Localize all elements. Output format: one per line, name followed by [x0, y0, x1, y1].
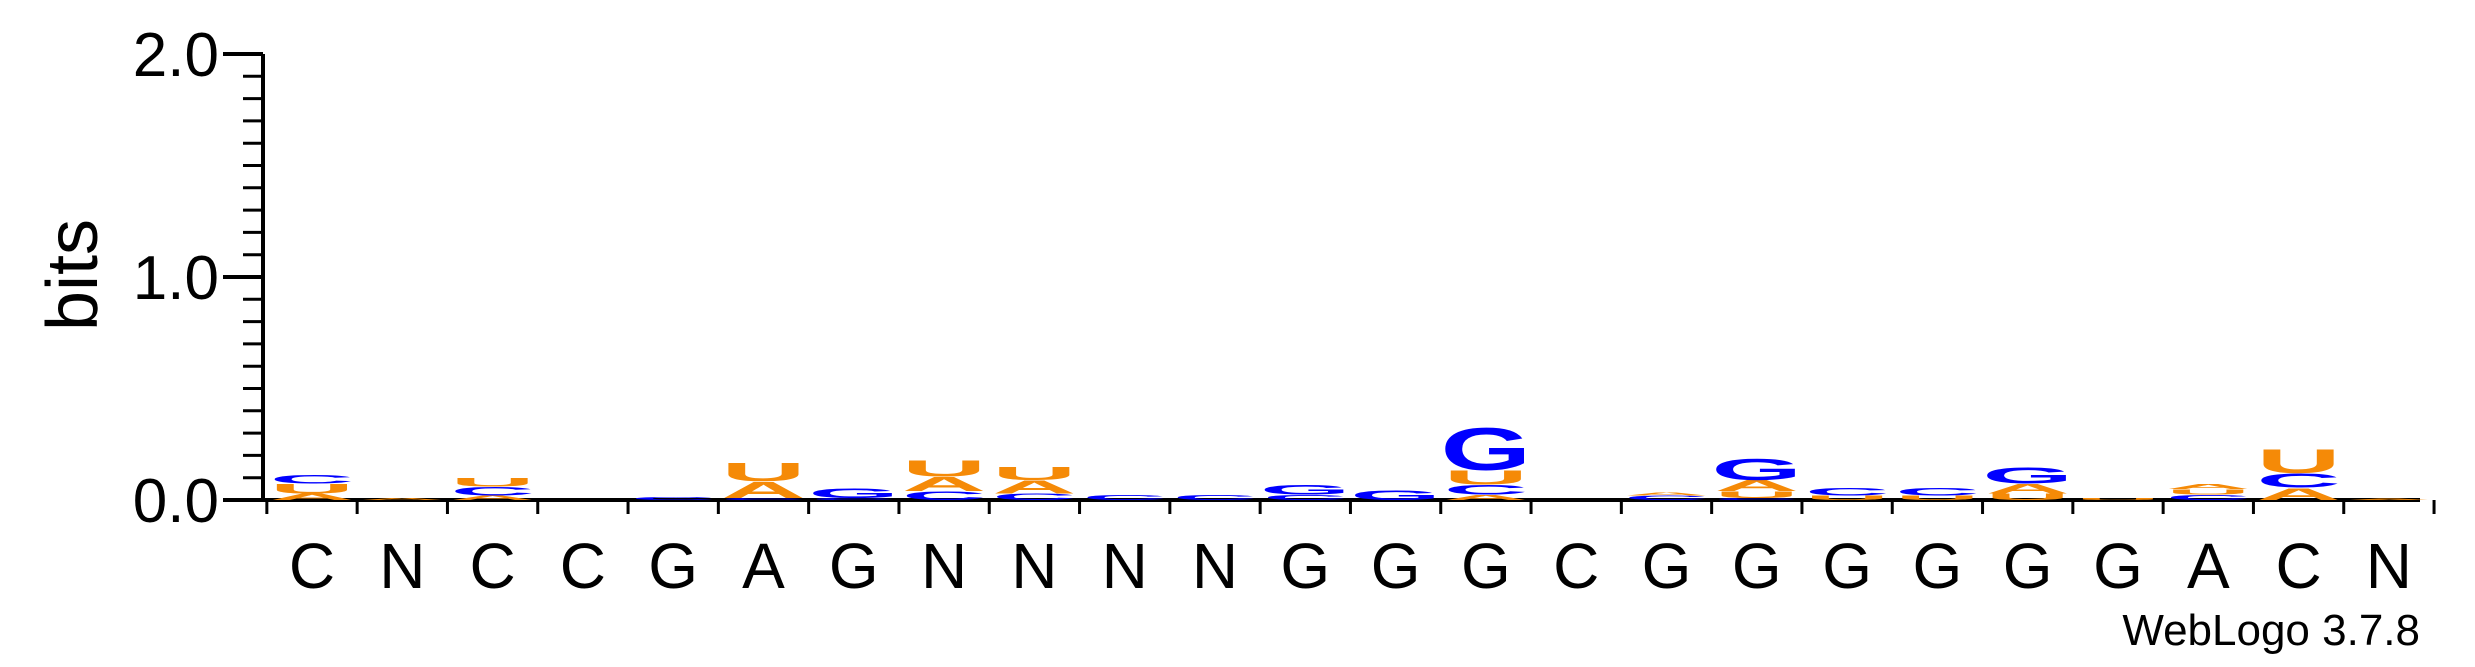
- position-label: C: [2275, 530, 2321, 602]
- logo-letter: C: [270, 472, 354, 486]
- logo-letter: A: [1715, 477, 1799, 494]
- axis: 0.0 1.0 2.0: [133, 21, 2436, 536]
- logo-letter: C: [450, 484, 534, 498]
- logo-letter: C: [1173, 493, 1257, 502]
- position-label: G: [1280, 530, 1330, 602]
- logo-letter: U: [902, 456, 986, 482]
- logo-letter: A: [721, 477, 805, 503]
- logo-letter: A: [360, 498, 444, 501]
- position-label: N: [1102, 530, 1148, 602]
- position-label: N: [1011, 530, 1057, 602]
- y-tick-label: 1.0: [133, 244, 219, 313]
- position-label: N: [921, 530, 967, 602]
- logo-letter: C: [1444, 482, 1528, 498]
- logo-letter: A: [450, 494, 534, 501]
- position-label: G: [1371, 530, 1421, 602]
- logo-letter: C: [1083, 493, 1167, 502]
- logo-letter: G: [1260, 482, 1351, 498]
- logo-letter: C: [721, 497, 805, 500]
- logo-letter: U: [1986, 492, 2070, 502]
- position-label: G: [2093, 530, 2143, 602]
- position-label: A: [2187, 530, 2230, 602]
- position-label: G: [1642, 530, 1692, 602]
- logo-letter: G: [1441, 415, 1532, 483]
- logo-letter: A: [270, 492, 354, 502]
- position-label: C: [560, 530, 606, 602]
- logo-letter: A: [1624, 491, 1708, 496]
- logo-letter: A: [2347, 499, 2431, 501]
- position-label: G: [829, 530, 879, 602]
- y-axis-label: bits: [33, 219, 113, 331]
- position-label: N: [1192, 530, 1238, 602]
- logo-letter: A: [2166, 482, 2250, 491]
- position-label: G: [1732, 530, 1782, 602]
- logo-letter: C: [1715, 497, 1799, 500]
- logo-letter: C: [1624, 494, 1708, 501]
- logo-letter: A: [1444, 493, 1528, 502]
- logo-letter: C: [992, 492, 1076, 502]
- position-label: G: [648, 530, 698, 602]
- position-label: G: [1822, 530, 1872, 602]
- logo-letter: C: [1895, 486, 1979, 498]
- y-tick-label: 0.0: [133, 467, 219, 536]
- logo-letter: U: [270, 481, 354, 497]
- position-label: G: [1461, 530, 1511, 602]
- logo-letter: G: [1982, 462, 2073, 488]
- logo-letter: U: [2166, 487, 2250, 496]
- logo-letter: U: [450, 475, 534, 489]
- logo-letter: U: [992, 463, 1076, 484]
- y-tick-label: 2.0: [133, 21, 219, 90]
- logo-letter: C: [902, 489, 986, 503]
- logo-letter: U: [1805, 494, 1889, 501]
- logo-letter: C: [2256, 469, 2340, 492]
- logo-letter: G: [1350, 487, 1441, 503]
- logo-letter: C: [812, 497, 896, 500]
- logo-letter: A: [902, 473, 986, 496]
- logo-letter: A: [1986, 481, 2070, 497]
- position-label: G: [1913, 530, 1963, 602]
- logo-letter: C: [1805, 486, 1889, 498]
- logo-letter: G: [1711, 452, 1802, 486]
- logo-letter: U: [2076, 497, 2160, 500]
- logo-letter: A: [2256, 485, 2340, 504]
- logo-letter: U: [721, 457, 805, 487]
- logo-letter: C: [2166, 493, 2250, 502]
- logo-letter: C: [631, 496, 715, 501]
- logo-letter: C: [1263, 493, 1347, 502]
- position-label: C: [1553, 530, 1599, 602]
- position-label: C: [289, 530, 335, 602]
- logo-letter: U: [1715, 489, 1799, 499]
- logo-letter: G: [808, 485, 899, 501]
- position-label: N: [2366, 530, 2412, 602]
- position-label: G: [2003, 530, 2053, 602]
- logo-letter: U: [2256, 443, 2340, 481]
- position-label: A: [742, 530, 785, 602]
- logo-letter: A: [992, 476, 1076, 497]
- position-label: N: [379, 530, 425, 602]
- logo-letter: U: [1444, 466, 1528, 489]
- weblogo-credit: WebLogo 3.7.8: [2122, 606, 2420, 655]
- position-label: C: [469, 530, 515, 602]
- logo-letter: U: [1895, 494, 1979, 501]
